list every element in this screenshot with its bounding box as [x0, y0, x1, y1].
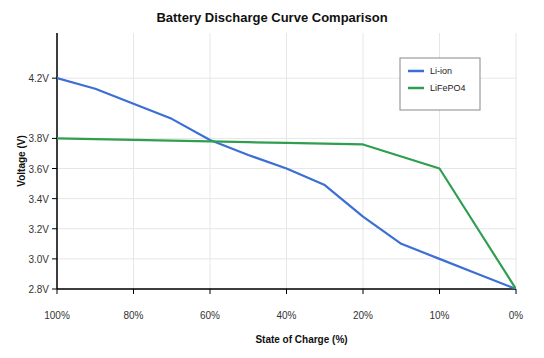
x-tick-label: 20%	[353, 310, 373, 321]
x-tick-label: 40%	[276, 310, 296, 321]
y-tick-label: 2.8V	[28, 284, 49, 295]
x-grid-line	[363, 33, 364, 289]
x-tick-label: 0%	[509, 310, 524, 321]
x-grid-line	[133, 33, 134, 289]
x-tick	[210, 289, 211, 294]
legend: Li-ion LiFePO4	[400, 58, 480, 110]
x-grid-line	[210, 33, 211, 289]
y-tick-label: 3.8V	[28, 133, 49, 144]
x-tick-label: 80%	[123, 310, 143, 321]
x-tick	[439, 289, 440, 294]
x-tick-label: 60%	[200, 310, 220, 321]
y-tick-label: 3.6V	[28, 164, 49, 175]
x-tick	[57, 289, 58, 294]
y-tick	[52, 289, 57, 290]
y-tick-label: 3.2V	[28, 224, 49, 235]
grid	[57, 33, 516, 289]
y-tick	[52, 78, 57, 79]
legend-swatch	[408, 70, 424, 73]
y-axis-title: Voltage (V)	[16, 135, 27, 186]
x-tick	[363, 289, 364, 294]
x-tick	[133, 289, 134, 294]
x-tick	[286, 289, 287, 294]
x-tick-label: 10%	[429, 310, 449, 321]
y-tick	[52, 198, 57, 199]
y-tick	[52, 168, 57, 169]
y-tick-label: 4.2V	[28, 73, 49, 84]
x-axis-title: State of Charge (%)	[255, 334, 347, 345]
x-tick-label: 100%	[44, 310, 70, 321]
y-tick-label: 3.4V	[28, 194, 49, 205]
legend-swatch	[408, 87, 424, 90]
y-tick	[52, 228, 57, 229]
legend-label: LiFePO4	[430, 83, 466, 93]
y-tick-label: 3.0V	[28, 254, 49, 265]
x-tick	[516, 289, 517, 294]
x-grid-line	[286, 33, 287, 289]
axes: 2.8V 3.0V 3.2V 3.4V 3.6V 3.8V 4.2V 100% 80% 60% 40…	[28, 33, 523, 321]
y-tick	[52, 138, 57, 139]
chart-title: Battery Discharge Curve Comparison	[156, 10, 387, 25]
y-tick	[52, 258, 57, 259]
legend-box	[400, 58, 480, 110]
y-axis-line	[56, 33, 58, 289]
x-grid-line	[516, 33, 517, 289]
legend-label: Li-ion	[430, 66, 452, 76]
x-grid-line	[57, 33, 58, 289]
series-line	[57, 138, 516, 289]
chart-container: 2.8V 3.0V 3.2V 3.4V 3.6V 3.8V 4.2V 100% 80% 60% 40…	[0, 0, 544, 358]
chart-svg: 2.8V 3.0V 3.2V 3.4V 3.6V 3.8V 4.2V 100% 80% 60% 40…	[0, 0, 544, 358]
